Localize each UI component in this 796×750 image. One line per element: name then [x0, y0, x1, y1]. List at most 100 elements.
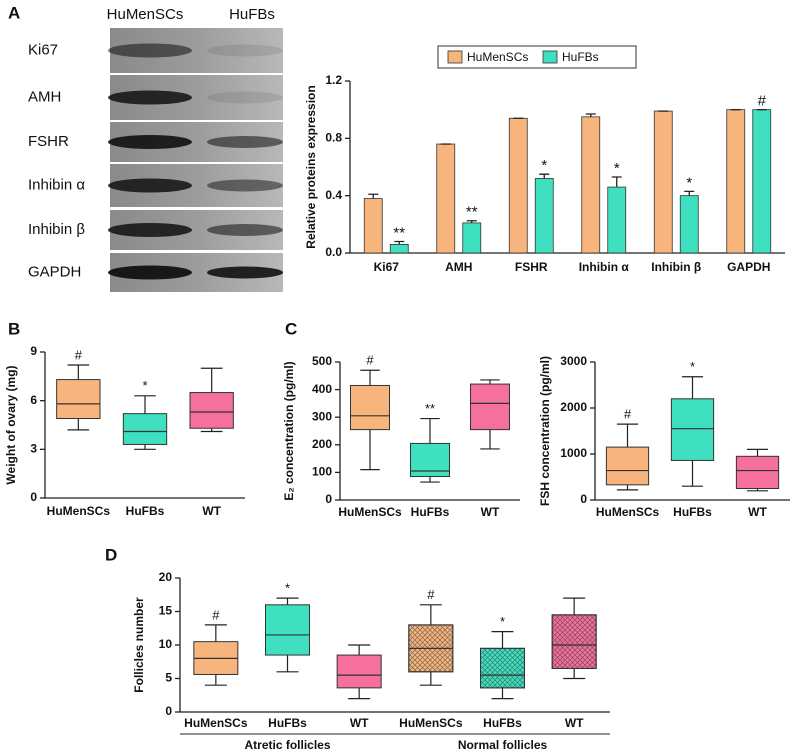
- y-axis-label: FSH concentration (pg/ml): [538, 356, 552, 506]
- x-tick-label: HuFBs: [126, 504, 165, 518]
- significance-label: #: [624, 407, 632, 422]
- blot-row-label: Inhibin β: [28, 221, 85, 238]
- error-bar: [368, 193, 379, 199]
- x-tick-label: HuMenSCs: [184, 716, 248, 730]
- bar: [607, 186, 627, 254]
- error-bar: [394, 240, 405, 245]
- y-tick-label: 500: [312, 354, 332, 368]
- significance-label: **: [393, 225, 405, 242]
- box: [265, 604, 310, 656]
- legend-label: HuFBs: [562, 50, 599, 64]
- x-tick-label: FSHR: [515, 260, 548, 274]
- x-tick-label: GAPDH: [727, 260, 770, 274]
- blot-band: [207, 44, 283, 57]
- axis: [179, 578, 610, 713]
- bar: [436, 143, 456, 254]
- bar: [389, 243, 409, 254]
- x-tick-label: HuFBs: [483, 716, 522, 730]
- bar: [752, 109, 772, 254]
- x-tick-label: Ki67: [374, 260, 400, 274]
- group-label: Atretic follicles: [244, 738, 330, 750]
- blot-row-label: GAPDH: [28, 263, 81, 280]
- y-tick-label: 0: [165, 704, 172, 718]
- x-tick-label: WT: [481, 505, 500, 519]
- error-bar: [611, 176, 622, 188]
- y-tick-label: 3: [30, 442, 37, 456]
- x-tick-label: HuMenSCs: [338, 505, 402, 519]
- blot-band: [108, 43, 192, 58]
- blot-lane-label: HuFBs: [229, 6, 275, 23]
- y-tick-label: 0: [580, 492, 587, 506]
- legend-label: HuMenSCs: [467, 50, 528, 64]
- significance-label: *: [285, 581, 290, 596]
- bar: [363, 198, 383, 254]
- box: [350, 384, 390, 431]
- bar: [508, 117, 528, 254]
- y-tick-label: 0.8: [325, 131, 342, 145]
- blot-row-label: AMH: [28, 88, 61, 105]
- error-bar: [585, 113, 596, 117]
- box: [735, 455, 780, 489]
- y-tick-label: 200: [312, 437, 332, 451]
- blot-band: [108, 223, 192, 237]
- y-tick-label: 5: [165, 671, 172, 685]
- y-tick-label: 0: [325, 492, 332, 506]
- error-bar: [684, 190, 695, 196]
- x-tick-label: WT: [748, 505, 767, 519]
- significance-label: #: [366, 353, 374, 368]
- y-tick-label: 0: [30, 490, 37, 504]
- error-bar: [466, 220, 477, 223]
- y-tick-label: 400: [312, 382, 332, 396]
- bar: [462, 222, 482, 254]
- y-tick-label: 0.4: [325, 188, 342, 202]
- box: [122, 413, 168, 445]
- y-tick-label: 3000: [560, 354, 587, 368]
- significance-label: **: [425, 401, 435, 416]
- significance-label: #: [212, 607, 220, 622]
- legend-swatch: [447, 50, 463, 64]
- x-tick-label: WT: [565, 716, 584, 730]
- blot-band: [108, 265, 192, 280]
- blot-band: [207, 91, 283, 104]
- blot-lane-label: HuMenSCs: [107, 6, 184, 23]
- x-tick-label: Inhibin α: [579, 260, 630, 274]
- x-tick-label: HuFBs: [411, 505, 450, 519]
- x-tick-label: WT: [202, 504, 221, 518]
- y-axis-label: E₂ concentration (pg/ml): [282, 361, 296, 500]
- y-tick-label: 9: [30, 344, 37, 358]
- y-tick-label: 300: [312, 409, 332, 423]
- y-tick-label: 6: [30, 393, 37, 407]
- box-hatch: [480, 647, 525, 689]
- blot-band: [207, 266, 283, 279]
- bar: [534, 178, 554, 254]
- panel-label: D: [105, 545, 117, 564]
- x-tick-label: HuMenSCs: [596, 505, 660, 519]
- significance-label: *: [686, 174, 692, 191]
- x-tick-label: HuFBs: [268, 716, 307, 730]
- y-tick-label: 20: [159, 570, 173, 584]
- significance-label: #: [758, 93, 767, 110]
- significance-label: *: [142, 378, 147, 393]
- y-tick-label: 100: [312, 465, 332, 479]
- blot-band: [207, 179, 283, 192]
- y-tick-label: 15: [159, 604, 173, 618]
- significance-label: *: [614, 160, 620, 177]
- blot-row-label: Ki67: [28, 41, 58, 58]
- bar: [581, 116, 601, 254]
- significance-label: **: [466, 204, 478, 221]
- blot-band: [108, 135, 192, 149]
- western-blot: Ki67 AMH FSHR Inhibin α Inhibin β GAPDH: [28, 28, 283, 292]
- box: [605, 446, 650, 486]
- box: [670, 398, 715, 461]
- blot-band: [207, 224, 283, 236]
- x-tick-label: Inhibin β: [651, 260, 701, 274]
- bar: [679, 195, 699, 254]
- y-tick-label: 1.2: [325, 73, 342, 87]
- y-tick-label: 10: [159, 637, 173, 651]
- blot-row-label: Inhibin α: [28, 176, 85, 193]
- blot-row-label: FSHR: [28, 133, 69, 150]
- y-tick-label: 2000: [560, 400, 587, 414]
- panel-label: A: [8, 3, 20, 22]
- significance-label: #: [427, 587, 435, 602]
